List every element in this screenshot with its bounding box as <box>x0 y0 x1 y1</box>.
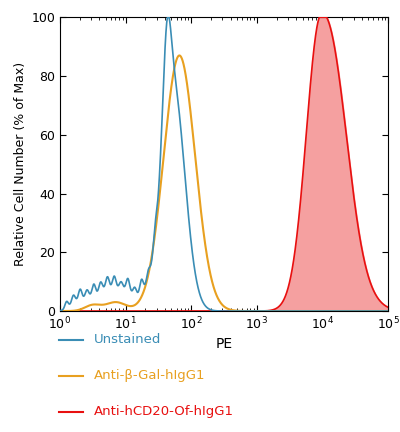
Text: Unstained: Unstained <box>94 334 161 346</box>
Text: Anti-hCD20-Of-hIgG1: Anti-hCD20-Of-hIgG1 <box>94 405 234 418</box>
Text: Anti-β-Gal-hIgG1: Anti-β-Gal-hIgG1 <box>94 369 205 382</box>
Y-axis label: Relative Cell Number (% of Max): Relative Cell Number (% of Max) <box>14 62 27 266</box>
X-axis label: PE: PE <box>216 337 232 351</box>
